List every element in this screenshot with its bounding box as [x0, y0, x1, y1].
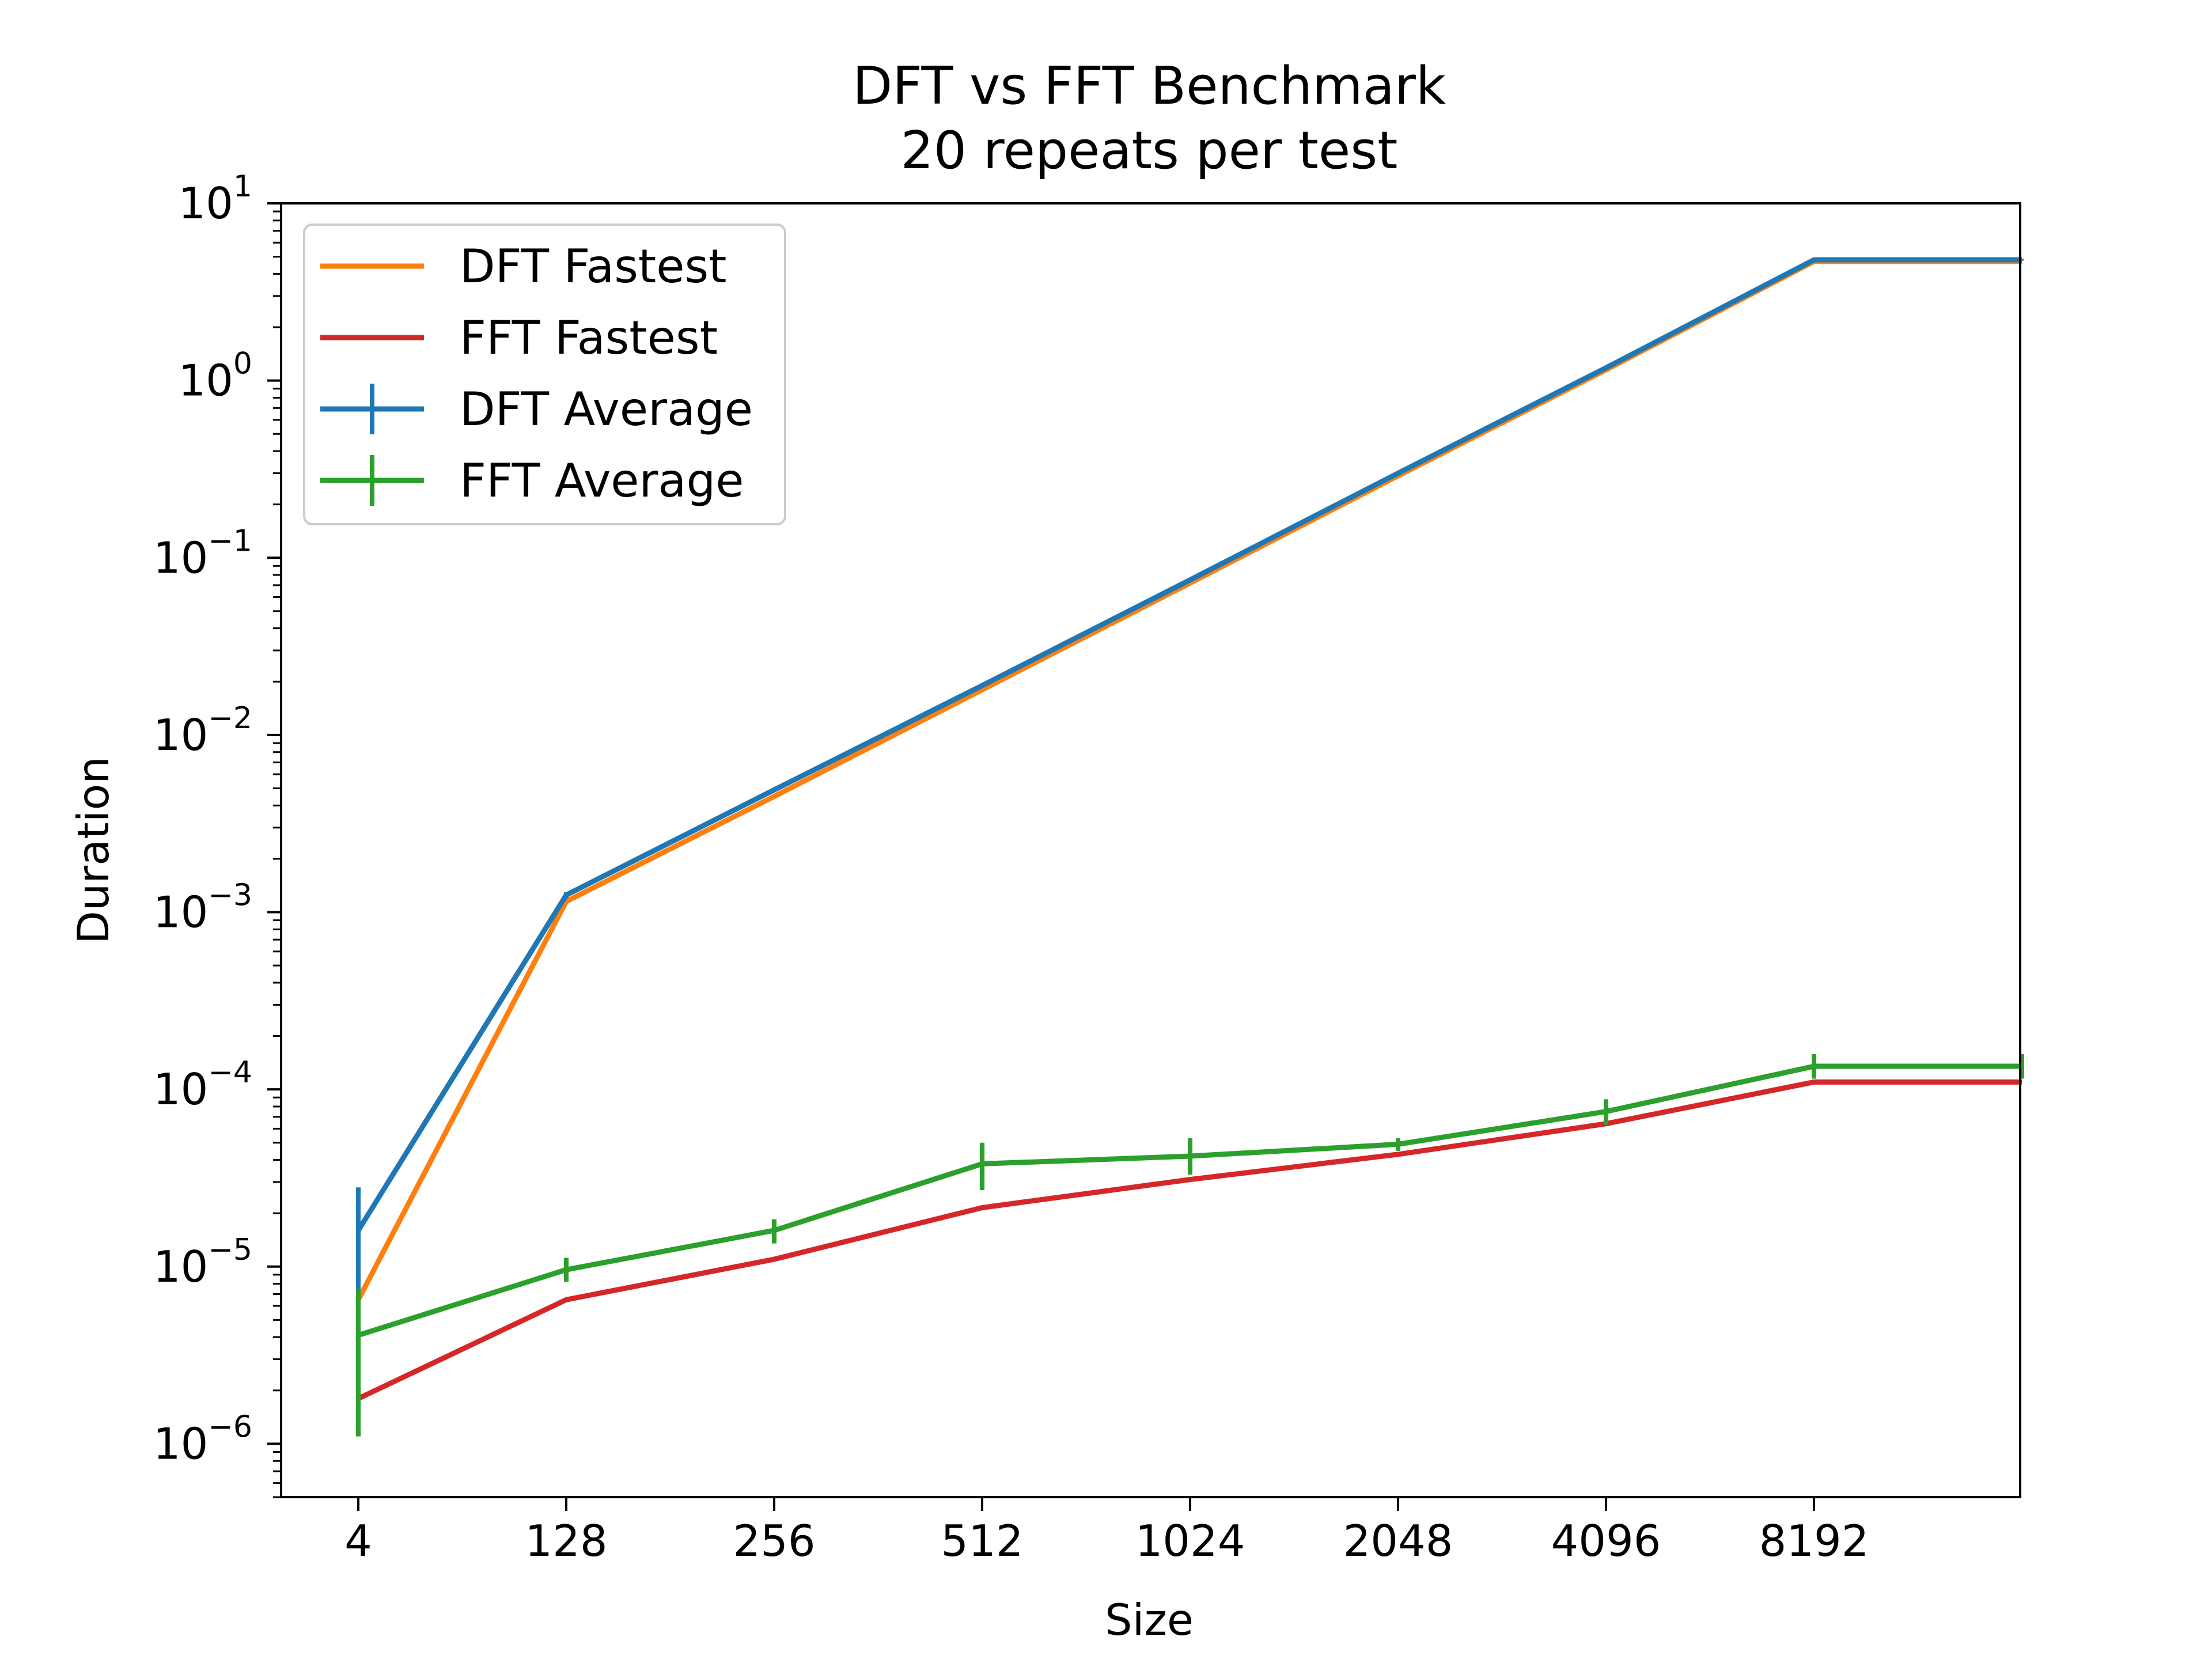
y-tick-exponent: −5 [208, 1233, 252, 1267]
x-tick-label: 2048 [1343, 1516, 1453, 1566]
y-tick-label: 10−1 [153, 524, 252, 583]
x-tick-label: 1024 [1135, 1516, 1245, 1566]
x-tick-label: 4096 [1551, 1516, 1661, 1566]
x-axis: 4 128 256 512 1024 2048 4096 8192 [344, 1497, 1869, 1566]
y-tick-base: 10 [153, 1418, 208, 1469]
y-tick-exponent: −3 [208, 878, 252, 913]
y-tick-base: 10 [178, 178, 233, 229]
y-tick-exponent: 1 [233, 169, 252, 204]
y-tick-base: 10 [153, 1064, 208, 1115]
y-tick-base: 10 [153, 887, 208, 938]
y-tick-label: 100 [178, 347, 252, 406]
y-tick-base: 10 [153, 710, 208, 760]
y-tick-exponent: −4 [208, 1055, 252, 1090]
legend-label-fft-average: FFT Average [460, 454, 744, 507]
fft-fastest-line [357, 1079, 2022, 1401]
y-tick-label: 10−3 [153, 878, 252, 938]
x-axis-label: Size [1105, 1594, 1194, 1645]
y-tick-base: 10 [153, 1241, 208, 1292]
x-tick-label: 4 [344, 1516, 372, 1566]
y-tick-exponent: −2 [208, 701, 252, 736]
y-tick-label: 10−6 [153, 1410, 252, 1469]
legend-label-dft-fastest: DFT Fastest [460, 240, 727, 293]
plot-lines [356, 257, 2024, 1437]
y-tick-exponent: −6 [208, 1410, 252, 1444]
y-axis-label: Duration [68, 756, 119, 944]
y-tick-label: 10−4 [153, 1055, 252, 1115]
legend-box [303, 224, 786, 525]
y-tick-label: 101 [178, 169, 252, 229]
plot-frame [280, 202, 2021, 1498]
legend: DFT Fastest FFT Fastest DFT Average FFT Ave… [303, 224, 786, 525]
x-tick-label: 256 [733, 1516, 815, 1566]
chart-subtitle: 20 repeats per test [901, 120, 1398, 181]
legend-label-fft-fastest: FFT Fastest [460, 311, 718, 365]
y-tick-base: 10 [178, 355, 233, 406]
legend-label-dft-average: DFT Average [460, 382, 753, 436]
y-tick-label: 10−5 [153, 1233, 252, 1292]
x-tick-label: 512 [941, 1516, 1023, 1566]
y-tick-exponent: −1 [208, 524, 252, 558]
chart-title: DFT vs FFT Benchmark [853, 56, 1446, 116]
y-tick-exponent: 0 [233, 347, 252, 381]
x-tick-label: 8192 [1759, 1516, 1869, 1566]
y-tick-label: 10−2 [153, 701, 252, 760]
y-tick-base: 10 [153, 532, 208, 583]
x-tick-label: 128 [525, 1516, 607, 1566]
